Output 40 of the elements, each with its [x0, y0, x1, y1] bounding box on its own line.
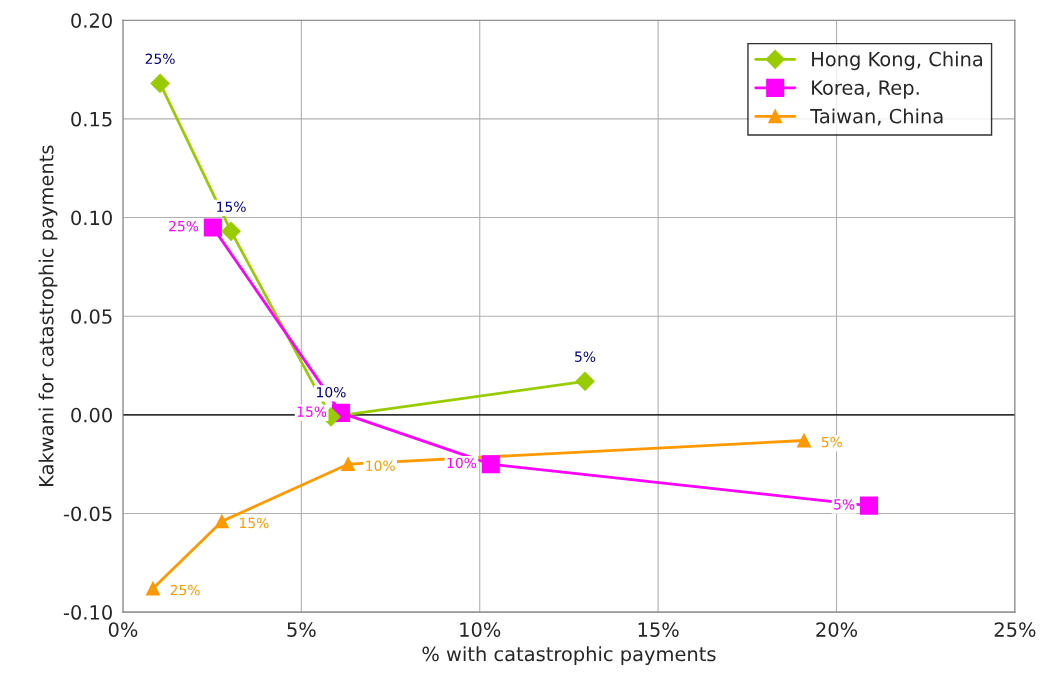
point [150, 73, 170, 93]
x-tick-label: 25% [994, 622, 1036, 637]
point [797, 433, 811, 448]
y-tick-label: 0.10 [71, 210, 112, 226]
annotation: 5% [821, 436, 842, 448]
annotation: 5% [834, 499, 855, 510]
y-tick-label: 0.15 [71, 111, 112, 127]
x-tick-label: 5% [287, 622, 316, 637]
point [203, 218, 222, 237]
point [341, 457, 356, 472]
x-axis-title: % with catastrophic payments [422, 646, 716, 666]
annotation: 15% [297, 406, 327, 417]
annotation: 25% [145, 53, 175, 65]
x-tick-label: 20% [816, 622, 858, 637]
annotation: 10% [447, 457, 477, 469]
annotation: 15% [217, 201, 246, 212]
y-axis-title: Kakwani for catastrophic payments [38, 145, 58, 486]
point [575, 371, 595, 391]
y-tick-label: 0.00 [71, 407, 112, 423]
annotation: 5% [575, 351, 596, 362]
y-tick-label: 0.20 [71, 13, 112, 28]
x-tick-label: 0% [108, 622, 138, 637]
x-tick-label: 15% [638, 622, 679, 637]
annotation: 10% [366, 460, 395, 471]
annotation: 10% [317, 386, 346, 398]
annotation: 25% [169, 220, 199, 232]
y-tick-label: -0.05 [63, 506, 112, 522]
point [214, 514, 229, 529]
legend-label: Korea, Rep. [812, 80, 919, 99]
point [145, 581, 160, 596]
annotation: 25% [170, 584, 200, 596]
annotation: 15% [239, 517, 269, 529]
x-tick-label: 10% [460, 622, 501, 637]
legend-label: Hong Kong, China [812, 51, 983, 71]
y-tick-label: 0.05 [71, 309, 112, 324]
y-tick-label: -0.10 [63, 605, 112, 620]
legend-label: Taiwan, China [810, 108, 943, 126]
point [481, 455, 500, 474]
point [859, 496, 879, 515]
point [221, 221, 241, 241]
